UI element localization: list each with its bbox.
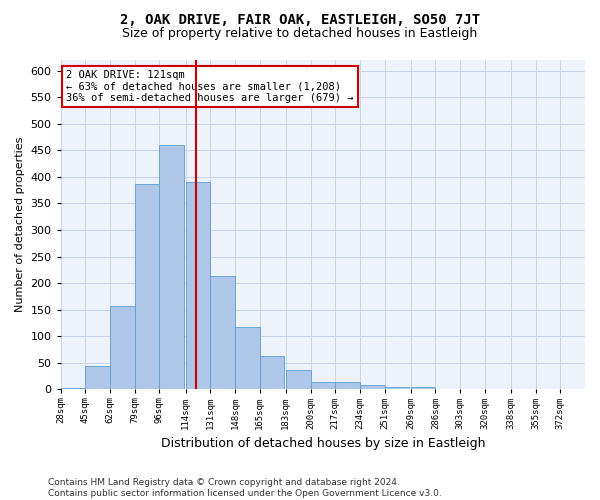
Bar <box>411 387 436 390</box>
Bar <box>185 182 210 390</box>
Bar <box>360 385 385 390</box>
Bar <box>260 356 284 390</box>
Text: 2 OAK DRIVE: 121sqm
← 63% of detached houses are smaller (1,208)
36% of semi-det: 2 OAK DRIVE: 121sqm ← 63% of detached ho… <box>66 70 353 103</box>
Y-axis label: Number of detached properties: Number of detached properties <box>15 137 25 312</box>
Bar <box>335 382 360 390</box>
Text: 2, OAK DRIVE, FAIR OAK, EASTLEIGH, SO50 7JT: 2, OAK DRIVE, FAIR OAK, EASTLEIGH, SO50 … <box>120 12 480 26</box>
Bar <box>61 388 85 390</box>
Text: Contains HM Land Registry data © Crown copyright and database right 2024.
Contai: Contains HM Land Registry data © Crown c… <box>48 478 442 498</box>
Bar <box>135 184 160 390</box>
X-axis label: Distribution of detached houses by size in Eastleigh: Distribution of detached houses by size … <box>161 437 485 450</box>
Bar <box>311 382 335 390</box>
Bar <box>385 388 409 390</box>
Bar <box>436 389 460 390</box>
Bar <box>210 276 235 390</box>
Bar <box>286 370 311 390</box>
Bar <box>85 366 110 390</box>
Bar <box>160 145 184 390</box>
Bar <box>235 327 260 390</box>
Text: Size of property relative to detached houses in Eastleigh: Size of property relative to detached ho… <box>122 28 478 40</box>
Bar <box>110 306 135 390</box>
